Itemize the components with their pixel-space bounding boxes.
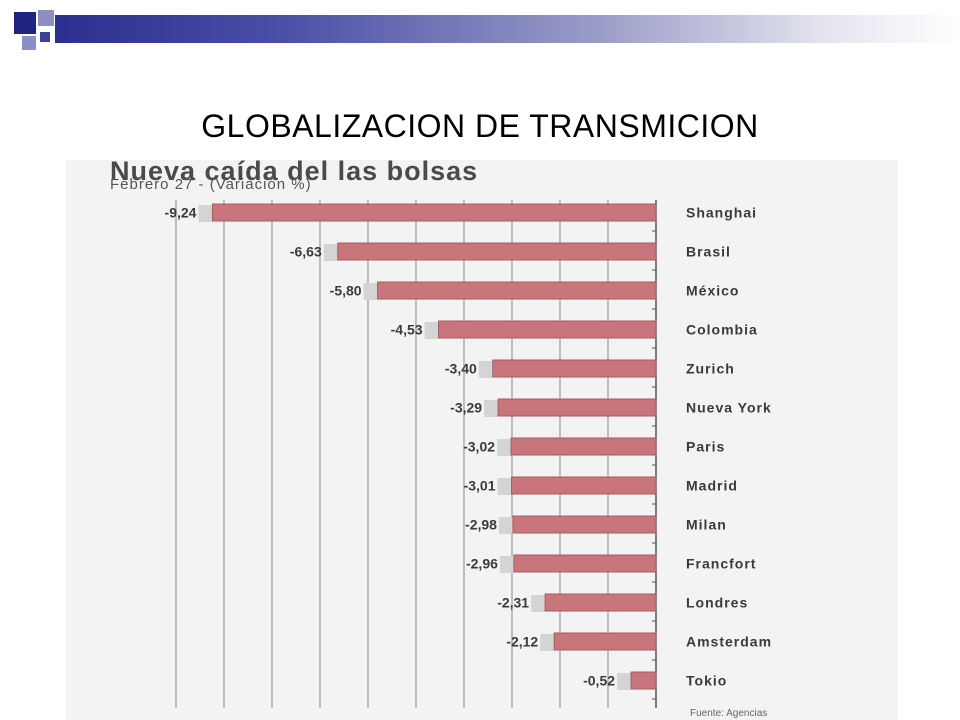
bar [492,359,657,378]
bar-shadow [478,361,493,378]
value-label: -2,96 [466,556,498,572]
value-label: -3,02 [463,439,495,455]
value-label: -9,24 [165,205,197,221]
bar-shadow [497,478,512,495]
category-label: Milan [686,517,727,533]
category-label: Paris [686,439,725,455]
value-label: -2,31 [497,595,529,611]
bar [511,476,657,495]
chart-source: Fuente: Agencias [690,708,768,719]
value-label: -2,98 [465,517,497,533]
bar [497,398,657,417]
bar [544,593,657,612]
bar [438,320,657,339]
value-label: -2,12 [506,634,538,650]
category-label: Colombia [686,322,758,338]
category-label: Nueva York [686,400,772,416]
value-label: -5,80 [330,283,362,299]
category-label: Londres [686,595,748,611]
chart-subtitle: Febrero 27 - (Variación %) [110,176,312,193]
bar-shadow [540,634,555,651]
bar-shadow [198,205,213,222]
bar-shadow [617,673,632,690]
value-label: -3,40 [445,361,477,377]
logo-square-light [38,10,54,26]
bar [553,632,657,651]
bar-shadow [363,283,378,300]
bar-chart: -9,24 Shanghai -6,63 Brasil -5,80 México -4,53… [165,200,772,708]
bar [512,515,657,534]
bar-shadow [323,244,338,261]
bar-shadow [531,595,546,612]
category-label: Brasil [686,244,731,260]
bar-shadow [499,556,514,573]
logo-square-large [14,12,36,34]
category-label: Francfort [686,556,756,572]
category-label: Amsterdam [686,634,772,650]
category-label: Madrid [686,478,738,494]
category-label: Tokio [686,673,727,689]
bar-shadow [424,322,439,339]
bar [513,554,657,573]
chart-title: Nueva caída del las bolsas [110,156,479,186]
category-label: México [686,283,739,299]
logo-square-small [22,36,36,50]
bar-shadow [484,400,499,417]
value-label: -0,52 [583,673,615,689]
category-label: Zurich [686,361,735,377]
category-label: Shanghai [686,205,757,221]
logo-square-tiny [40,32,50,42]
bar [211,203,657,222]
bar-shadow [498,517,513,534]
bar-shadow [497,439,512,456]
value-label: -3,29 [450,400,482,416]
value-label: -6,63 [290,244,322,260]
value-label: -4,53 [391,322,423,338]
bar [630,671,657,690]
bar [337,242,657,261]
bar [377,281,657,300]
bar [510,437,657,456]
header-gradient-bar [55,15,960,43]
value-label: -3,01 [464,478,496,494]
slide-title: GLOBALIZACION DE TRANSMICION [201,108,759,144]
